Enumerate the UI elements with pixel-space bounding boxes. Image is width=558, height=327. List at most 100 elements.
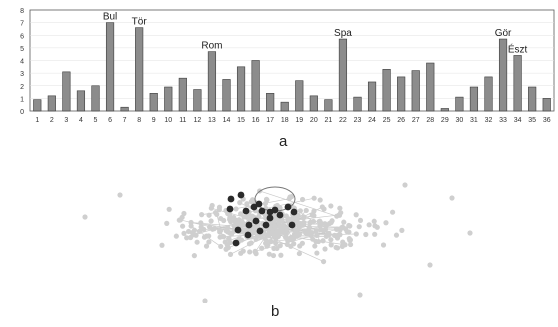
network-node (216, 204, 223, 210)
network-node (380, 242, 387, 248)
network-node (399, 227, 405, 233)
x-tick-label: 32 (485, 117, 493, 124)
network-node (203, 243, 210, 249)
bar (222, 79, 231, 112)
network-node (402, 182, 408, 188)
bar (105, 22, 115, 112)
bar (62, 71, 71, 112)
network-node (196, 228, 203, 234)
panel-b-label: b (271, 303, 280, 320)
network-graph (82, 182, 473, 303)
x-tick-label: 31 (470, 117, 478, 124)
x-tick-label: 28 (426, 117, 434, 124)
bar (513, 55, 522, 112)
network-node (184, 235, 190, 241)
network-node (314, 232, 320, 238)
network-node (253, 251, 259, 257)
bar (440, 108, 449, 112)
x-tick-label: 35 (528, 117, 536, 124)
network-node (357, 292, 363, 298)
network-node (250, 229, 257, 235)
network-node (334, 226, 340, 232)
highlighted-node (232, 239, 240, 247)
network-node (244, 201, 250, 207)
bar-annotation: Gör (495, 28, 512, 39)
network-node (201, 226, 207, 233)
network-node (321, 206, 327, 212)
highlighted-node (237, 191, 245, 199)
x-tick-label: 26 (397, 117, 405, 124)
bar (411, 70, 420, 112)
network-node (341, 219, 347, 225)
x-tick-label: 16 (252, 117, 260, 124)
network-node (346, 235, 352, 242)
x-tick-label: 13 (208, 117, 216, 124)
network-node (356, 224, 362, 230)
network-node (82, 214, 88, 220)
network-node (317, 223, 323, 229)
network-node (347, 241, 354, 248)
network-node (311, 195, 317, 201)
x-tick-label: 10 (164, 117, 172, 124)
network-node (320, 238, 326, 244)
network-node (191, 253, 197, 259)
network-node (383, 220, 389, 226)
panel-a-label: a (279, 133, 288, 150)
network-node (390, 209, 396, 215)
x-tick-label: 11 (179, 117, 186, 124)
network-node (264, 238, 270, 245)
network-node (207, 224, 213, 230)
bar (236, 66, 246, 112)
x-tick-label: 33 (499, 117, 507, 124)
network-node (209, 202, 215, 209)
network-node (335, 232, 341, 238)
network-node (337, 205, 343, 211)
highlighted-node (290, 208, 298, 216)
network-node (231, 214, 237, 221)
network-node (221, 217, 227, 224)
network-node (312, 243, 318, 249)
network-node (247, 249, 253, 255)
network-node (340, 239, 346, 245)
network-node (206, 239, 212, 245)
network-node (467, 230, 473, 236)
network-node (297, 208, 303, 214)
bar-annotation: Tör (132, 17, 148, 28)
network-node (339, 224, 345, 231)
network-node (238, 211, 244, 217)
bar (528, 86, 537, 112)
network-node (353, 212, 359, 218)
network-node (225, 229, 231, 235)
highlighted-node (256, 227, 264, 235)
highlighted-node (271, 206, 279, 214)
network-node (310, 218, 317, 225)
network-node (299, 240, 305, 246)
network-node (176, 217, 182, 223)
network-node (241, 227, 247, 233)
network-node (293, 214, 299, 220)
network-node (286, 196, 292, 202)
network-node (291, 235, 297, 242)
network-node (326, 220, 333, 227)
network-node (371, 218, 377, 224)
bar (498, 38, 508, 112)
highlighted-node (244, 231, 252, 239)
x-tick-label: 9 (152, 117, 156, 124)
network-node (323, 233, 329, 239)
network-node (166, 206, 172, 212)
bar (397, 76, 406, 112)
x-tick-label: 6 (108, 117, 112, 124)
bar (47, 95, 56, 112)
highlighted-node (288, 221, 296, 229)
x-tick-label: 14 (223, 117, 231, 124)
network-node (198, 220, 204, 226)
highlighted-node (252, 217, 260, 225)
network-node (363, 231, 369, 238)
network-node (285, 238, 291, 244)
y-tick-label: 2 (20, 84, 24, 91)
y-tick-label: 4 (20, 59, 24, 66)
bar-annotation: Észt (508, 42, 528, 55)
y-tick-label: 8 (20, 8, 24, 15)
bar (76, 90, 86, 112)
